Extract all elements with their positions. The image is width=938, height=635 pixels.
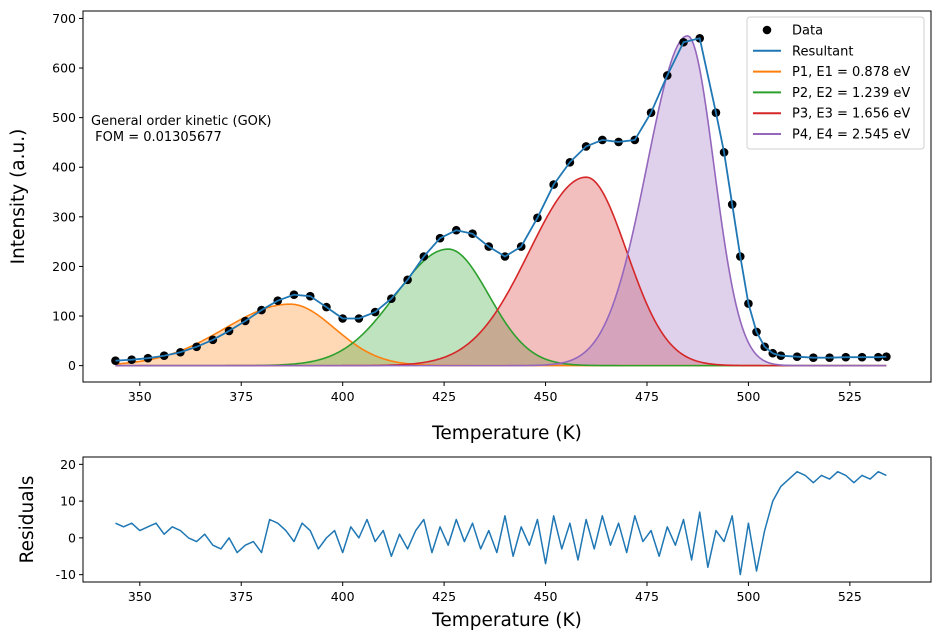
top-plot-frame	[82, 10, 932, 383]
x-tick-label: 375	[229, 589, 253, 604]
x-tick-label: 350	[128, 389, 152, 404]
fit-annotation-line: General order kinetic (GOK)	[91, 114, 272, 129]
y-tick-label: 600	[52, 61, 76, 76]
legend-label: Resultant	[792, 44, 853, 59]
residuals-x-axis-title: Temperature (K)	[431, 610, 582, 631]
residuals-y-ticks: -10 0 10 20	[56, 457, 83, 582]
residuals-plot: 350 375 400 425 450 475 500 525 -10 0 10 20 Temper…	[17, 456, 932, 631]
x-tick-label: 525	[838, 389, 862, 404]
peak-fills	[115, 35, 887, 366]
top-plot: 350 375 400 425 450 475 500 525 0 100 200 300 400 50…	[8, 10, 932, 444]
resultant-line	[115, 37, 887, 362]
x-tick-label: 425	[432, 589, 456, 604]
y-tick-label: 100	[52, 309, 76, 324]
fit-annotation-line: FOM = 0.01305677	[91, 130, 222, 145]
x-tick-label: 450	[534, 589, 558, 604]
top-y-ticks: 0 100 200 300 400 500 600 700	[52, 11, 83, 373]
x-tick-label: 400	[331, 389, 355, 404]
legend-label: Data	[792, 24, 823, 39]
x-tick-label: 475	[635, 389, 659, 404]
fit-annotation: General order kinetic (GOK) FOM = 0.0130…	[91, 114, 272, 145]
y-tick-label: 0	[68, 530, 76, 545]
top-x-ticks: 350 375 400 425 450 475 500 525	[128, 382, 862, 404]
peak-fill-2	[115, 249, 887, 366]
legend-label: P4, E4 = 2.545 eV	[792, 128, 910, 143]
y-tick-label: 20	[60, 457, 76, 472]
legend: Data Resultant P1, E1 = 0.878 eV P2, E2 = 1…	[746, 16, 925, 150]
legend-label: P3, E3 = 1.656 eV	[792, 107, 910, 122]
top-x-axis-title: Temperature (K)	[431, 423, 582, 444]
residuals-y-axis-title: Residuals	[17, 476, 38, 564]
y-tick-label: 700	[52, 11, 76, 26]
y-tick-label: 500	[52, 110, 76, 125]
peak-line-4	[115, 34, 887, 367]
top-y-axis-title: Intensity (a.u.)	[8, 129, 29, 265]
resultant-path	[115, 37, 887, 362]
y-tick-label: -10	[56, 567, 76, 582]
y-tick-label: 200	[52, 259, 76, 274]
legend-label: P1, E1 = 0.878 eV	[792, 65, 910, 80]
peak-fill-3	[115, 177, 887, 366]
x-tick-label: 375	[229, 389, 253, 404]
x-tick-label: 450	[534, 389, 558, 404]
x-tick-label: 475	[635, 589, 659, 604]
x-tick-label: 400	[331, 589, 355, 604]
x-tick-label: 350	[128, 589, 152, 604]
legend-marker	[762, 25, 772, 35]
residuals-x-ticks: 350 375 400 425 450 475 500 525	[128, 582, 862, 604]
residuals-plot-frame	[82, 456, 932, 583]
peak-fill-1	[115, 304, 887, 366]
legend-label: P2, E2 = 1.239 eV	[792, 86, 910, 101]
data-point	[111, 356, 120, 365]
peak-fill-4	[115, 35, 887, 366]
residuals-path	[115, 470, 887, 576]
y-tick-label: 300	[52, 209, 76, 224]
x-tick-label: 500	[736, 589, 760, 604]
x-tick-label: 500	[736, 389, 760, 404]
y-tick-label: 0	[68, 358, 76, 373]
residuals-line	[115, 470, 887, 576]
x-tick-label: 525	[838, 589, 862, 604]
x-tick-label: 425	[432, 389, 456, 404]
legend-box	[746, 16, 925, 150]
y-tick-label: 400	[52, 160, 76, 175]
y-tick-label: 10	[60, 494, 76, 509]
